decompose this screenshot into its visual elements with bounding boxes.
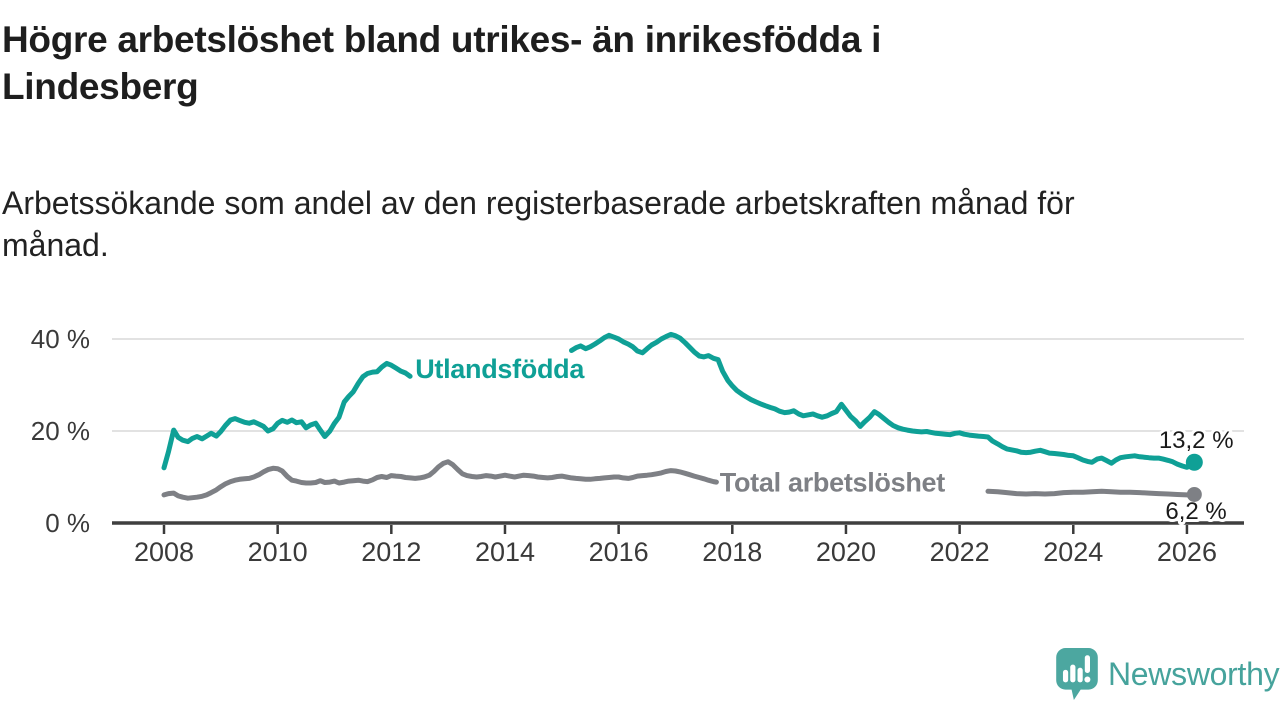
chart-subtitle-line-1: Arbetssökande som andel av den registerb… [2,185,1075,221]
bar-3 [1077,667,1083,683]
x-tick-label-2008: 2008 [134,537,194,567]
bar-1 [1062,669,1069,683]
y-tick-label-0: 0 % [45,508,90,538]
end-dot-total [1186,486,1202,502]
x-tick-label-2012: 2012 [361,537,421,567]
newsworthy-logo-text: Newsworthy [1108,655,1280,692]
speech-bubble-shape [1056,648,1098,700]
series-label-total: Total arbetslöshet [720,467,945,497]
x-tick-label-2020: 2020 [816,537,876,567]
end-dot-utlandsfodda [1185,453,1203,471]
x-tick-label-2026: 2026 [1157,537,1217,567]
x-tick-label-2014: 2014 [475,537,535,567]
exclamation-bar [1084,655,1090,673]
chart-subtitle-line-2: månad. [2,227,109,263]
x-tick-label-2010: 2010 [248,537,308,567]
series-label-utlandsfodda: Utlandsfödda [415,354,585,384]
exclamation-dot [1084,676,1091,683]
y-tick-label-40: 40 % [31,324,90,354]
series-line-utlandsfodda-segment-1 [161,360,413,471]
bar-2 [1070,664,1076,683]
page-title: Högre arbetslöshet bland utrikes- än inr… [2,16,1122,110]
page-title-line-2: Lindesberg [2,66,199,107]
newsworthy-logo[interactable]: Newsworthy [1056,648,1280,700]
series-line-total-segment-2 [985,488,1197,498]
end-value-label-total: 6,2 % [1165,498,1226,525]
y-tick-label-20: 20 % [31,416,90,446]
series-line-total-segment-1 [161,459,719,501]
x-tick-label-2016: 2016 [589,537,649,567]
page-title-line-1: Högre arbetslöshet bland utrikes- än inr… [2,19,882,60]
x-tick-label-2022: 2022 [930,537,990,567]
x-tick-label-2024: 2024 [1043,537,1103,567]
chart-subtitle: Arbetssökande som andel av den registerb… [2,182,1192,266]
newsworthy-logo-icon [1056,648,1098,700]
end-value-label-utlandsfodda: 13,2 % [1159,427,1234,454]
x-tick-label-2018: 2018 [702,537,762,567]
series-line-utlandsfodda-segment-2 [569,331,1197,470]
